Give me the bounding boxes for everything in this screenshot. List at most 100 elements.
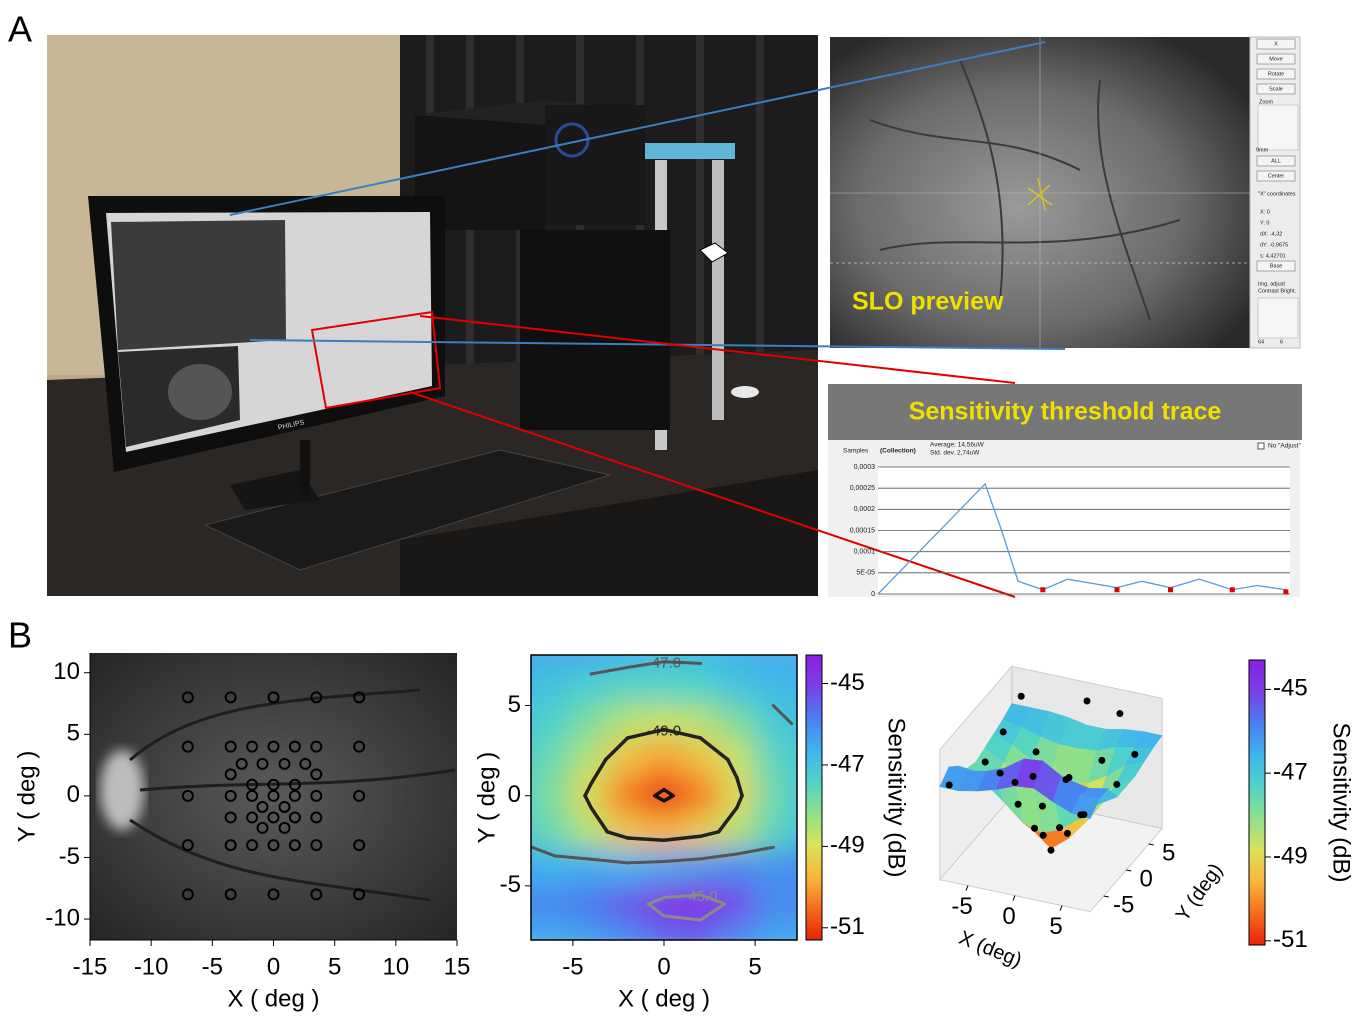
control-label: Zoom (1259, 99, 1273, 105)
heat-cell (754, 813, 792, 851)
colorbar-label: Sensitivity (dB) (1328, 722, 1355, 882)
heat-cell (681, 741, 719, 779)
x-axis-title: X ( deg ) (227, 985, 319, 1012)
measured-point (1030, 773, 1037, 780)
x-axis-title: X (deg) (956, 927, 1025, 972)
optic-disc (100, 750, 144, 830)
colorbar-tick-label: -45 (1273, 675, 1308, 702)
y-axis-title: Y (deg) (1172, 860, 1227, 926)
panel-annotation: Average: 14,56uW (930, 442, 985, 449)
button-label: X (1274, 41, 1278, 47)
heat-cell (608, 668, 646, 706)
contour-line (628, 861, 664, 862)
heat-cell (608, 777, 646, 815)
y-tick-label: 5 (67, 720, 80, 747)
trace-marker (1230, 587, 1235, 592)
x-tick-label: 0 (267, 953, 280, 980)
heat-cell (572, 813, 610, 851)
x-tick-label: 0 (657, 953, 670, 980)
heat-cell (645, 741, 683, 779)
control-label: 9mm (1256, 147, 1269, 153)
measured-point (1084, 697, 1091, 704)
slo-label: SLO preview (852, 288, 1004, 316)
control-label: dY: -0,9675 (1260, 242, 1288, 248)
y-tick-label: -10 (45, 904, 80, 931)
measured-point (1040, 832, 1047, 839)
control-label: Y: 0 (1260, 220, 1269, 226)
heat-cell (718, 668, 756, 706)
x-tick (1060, 906, 1062, 911)
contour-label: -47.0 (647, 655, 681, 672)
x-tick-label: 5 (748, 953, 761, 980)
y-axis-title: Y ( deg ) (473, 752, 500, 844)
y-tick (1104, 896, 1109, 897)
control-label: "X" coordinates (1258, 191, 1296, 197)
heat-cell (645, 849, 683, 887)
panel-annotation: (Collection) (880, 448, 916, 455)
heat-cell (535, 668, 573, 706)
control-label: s: 4,42701 (1260, 253, 1286, 259)
colorbar-tick-label: -47 (1273, 759, 1308, 786)
measured-point (1064, 830, 1071, 837)
panel-annotation: Samples (843, 448, 869, 455)
x-tick-label: -10 (134, 953, 169, 980)
y-tick-label: -5 (59, 843, 80, 870)
measured-point (997, 770, 1004, 777)
heat-cell (535, 813, 573, 851)
y-tick-label: 0 (1140, 865, 1153, 892)
control-label: Img. adjust (1258, 281, 1285, 287)
heat-cell (608, 813, 646, 851)
y-tick-label: 10 (53, 658, 80, 685)
heat-cell (608, 741, 646, 779)
x-tick (1013, 896, 1015, 901)
heat-cell (645, 777, 683, 815)
chart-title: Sensitivity threshold trace (909, 398, 1222, 426)
lab-photo (47, 35, 818, 596)
button-label: Scale (1269, 86, 1283, 92)
y-tick-label: 0,0002 (854, 506, 876, 513)
heat-cell (535, 741, 573, 779)
heat-cell (572, 885, 610, 923)
x-tick-label: -5 (562, 953, 583, 980)
x-tick-label: 0 (1002, 903, 1015, 930)
measured-point (1113, 781, 1120, 788)
control-label: Contrast Bright. (1258, 288, 1297, 294)
x-tick-label: 5 (328, 953, 341, 980)
measured-point (1018, 693, 1025, 700)
measured-point (946, 782, 953, 789)
heat-cell (535, 705, 573, 743)
y-tick-label: 0,00025 (850, 485, 875, 492)
y-tick-label: -5 (500, 871, 521, 898)
heat-cell (754, 668, 792, 706)
heat-cell (754, 885, 792, 923)
heat-cell (535, 885, 573, 923)
heat-cell (535, 632, 573, 670)
colorbar (806, 655, 822, 940)
heat-cell (681, 668, 719, 706)
heat-cell (754, 632, 792, 670)
y-axis-title: Y ( deg ) (13, 751, 40, 843)
x-axis-title: X ( deg ) (618, 985, 710, 1012)
trace-marker (1114, 587, 1119, 592)
panel-annotation: Std. dev. 2,74uW (930, 450, 980, 457)
x-tick-label: -5 (202, 953, 223, 980)
heat-cell (754, 741, 792, 779)
heat-cell (645, 668, 683, 706)
measured-point (1031, 825, 1038, 832)
trace-marker (1040, 587, 1045, 592)
y-tick-label: 5 (508, 691, 521, 718)
x-tick-label: 10 (382, 953, 409, 980)
control-label: X: 0 (1260, 209, 1270, 215)
button-label: Base (1270, 263, 1283, 269)
heat-cell (718, 741, 756, 779)
colorbar (1249, 660, 1265, 945)
measured-point (982, 759, 989, 766)
heat-cell (718, 705, 756, 743)
y-tick-label: 0,0003 (854, 464, 876, 471)
heat-cell (572, 705, 610, 743)
panel-label: A (8, 9, 32, 50)
heat-cell (681, 849, 719, 887)
button-label: Rotate (1268, 71, 1284, 77)
checkbox[interactable] (1258, 443, 1264, 449)
heat-cell (535, 777, 573, 815)
